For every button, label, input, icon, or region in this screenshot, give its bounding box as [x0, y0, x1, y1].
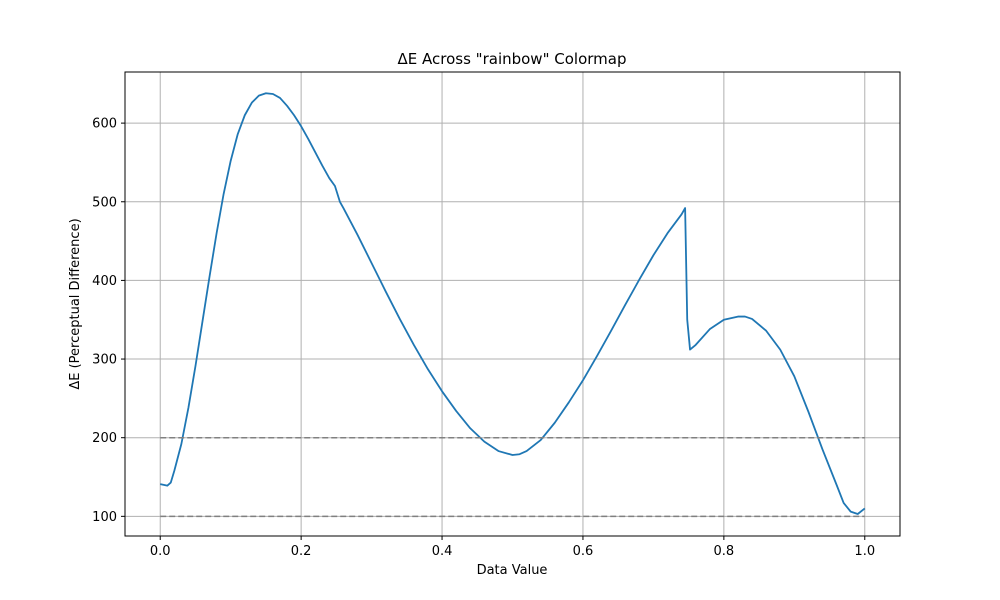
x-tick-label: 0.0	[150, 544, 171, 559]
y-tick-label: 300	[92, 353, 117, 368]
x-axis-title: Data Value	[477, 563, 548, 578]
y-tick-label: 500	[92, 195, 117, 210]
y-tick-label: 100	[92, 510, 117, 525]
y-tick-label: 600	[92, 117, 117, 132]
y-tick-label: 200	[92, 431, 117, 446]
y-tick-label: 400	[92, 274, 117, 289]
x-axis: 0.0 0.2 0.4 0.6 0.8 1.0	[150, 536, 875, 559]
x-tick-label: 0.4	[432, 544, 453, 559]
x-tick-label: 0.2	[291, 544, 312, 559]
chart-title: ΔE Across "rainbow" Colormap	[398, 50, 627, 68]
y-axis: 100 200 300 400 500 600	[92, 117, 125, 525]
y-axis-title: ΔE (Perceptual Difference)	[68, 218, 83, 389]
x-tick-label: 1.0	[854, 544, 875, 559]
x-tick-label: 0.6	[573, 544, 594, 559]
delta-e-series-line	[160, 92, 866, 515]
plot-frame	[124, 71, 901, 537]
plot-series	[160, 92, 866, 518]
x-tick-label: 0.8	[714, 544, 735, 559]
